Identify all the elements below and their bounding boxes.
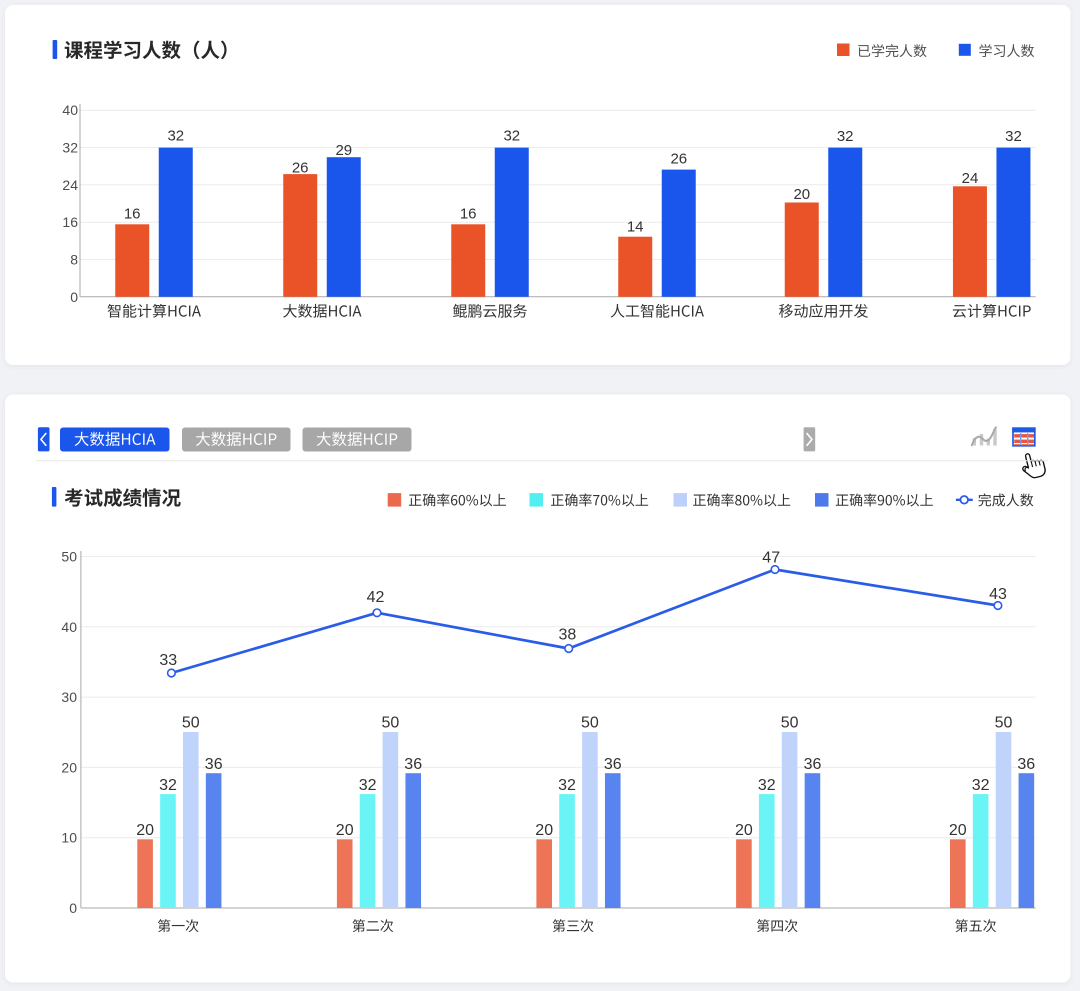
svg-text:42: 42	[367, 589, 385, 606]
svg-text:20: 20	[535, 822, 553, 839]
svg-text:14: 14	[627, 218, 644, 235]
svg-text:40: 40	[61, 619, 77, 635]
svg-text:32: 32	[62, 140, 78, 156]
svg-text:20: 20	[949, 822, 967, 839]
svg-text:20: 20	[735, 822, 753, 839]
svg-text:20: 20	[793, 186, 810, 203]
svg-text:50: 50	[995, 715, 1013, 732]
svg-text:10: 10	[61, 830, 77, 846]
svg-text:24: 24	[962, 170, 979, 187]
svg-text:32: 32	[159, 777, 177, 794]
svg-text:0: 0	[69, 900, 77, 916]
svg-text:16: 16	[124, 206, 141, 223]
svg-text:50: 50	[61, 549, 77, 565]
svg-text:32: 32	[758, 777, 776, 794]
svg-text:32: 32	[359, 777, 377, 794]
svg-text:16: 16	[460, 206, 477, 223]
svg-text:36: 36	[205, 756, 223, 773]
svg-text:50: 50	[382, 715, 400, 732]
svg-text:29: 29	[335, 142, 352, 159]
svg-text:43: 43	[989, 586, 1007, 603]
svg-text:33: 33	[159, 652, 177, 669]
svg-text:36: 36	[604, 756, 622, 773]
svg-text:50: 50	[781, 715, 799, 732]
svg-text:26: 26	[292, 160, 309, 177]
svg-text:50: 50	[182, 715, 200, 732]
svg-text:16: 16	[62, 214, 78, 230]
svg-text:32: 32	[503, 128, 520, 145]
svg-text:20: 20	[336, 822, 354, 839]
svg-text:20: 20	[61, 759, 77, 775]
svg-text:32: 32	[1005, 128, 1022, 145]
svg-text:47: 47	[762, 550, 780, 567]
svg-text:24: 24	[62, 177, 78, 193]
svg-text:30: 30	[61, 689, 77, 705]
svg-text:26: 26	[670, 151, 687, 168]
svg-text:8: 8	[70, 252, 78, 268]
svg-text:36: 36	[804, 756, 822, 773]
svg-text:32: 32	[167, 128, 184, 145]
svg-text:38: 38	[559, 626, 577, 643]
svg-text:32: 32	[837, 128, 854, 145]
svg-text:40: 40	[62, 102, 78, 118]
svg-text:50: 50	[581, 715, 599, 732]
svg-text:36: 36	[404, 756, 422, 773]
svg-text:36: 36	[1017, 756, 1035, 773]
svg-text:32: 32	[558, 777, 576, 794]
svg-text:0: 0	[70, 289, 78, 305]
svg-text:20: 20	[136, 822, 154, 839]
svg-text:32: 32	[972, 777, 990, 794]
